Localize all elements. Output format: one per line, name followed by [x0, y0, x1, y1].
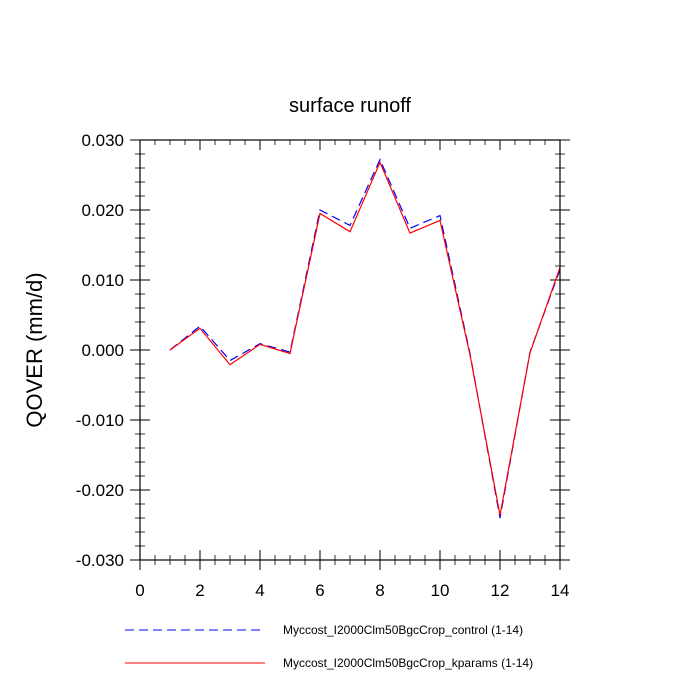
y-tick-label: 0.020: [81, 201, 124, 220]
legend-label: Myccost_I2000Clm50BgcCrop_kparams (1-14): [283, 656, 533, 670]
y-axis-label: QOVER (mm/d): [22, 272, 47, 427]
chart-title: surface runoff: [289, 95, 411, 117]
x-tick-label: 0: [135, 581, 144, 600]
y-tick-label: 0.000: [81, 341, 124, 360]
x-tick-label: 10: [431, 581, 450, 600]
series-lines: [169, 158, 561, 519]
axis-ticks: [130, 139, 570, 570]
plot-frame: [139, 139, 561, 561]
x-tick-label: 14: [551, 581, 570, 600]
x-tick-label: 12: [491, 581, 510, 600]
x-tick-label: 6: [315, 581, 324, 600]
legend: Myccost_I2000Clm50BgcCrop_control (1-14)…: [125, 623, 533, 670]
axis-tick-labels: 0 2 4 6 8 10 12 14 -0.030 -0.020 -0.010 0.000 0.010 0…: [76, 131, 570, 600]
y-tick-label: -0.010: [76, 411, 124, 430]
y-tick-label: 0.010: [81, 271, 124, 290]
series-line-kparams: [169, 160, 561, 516]
y-tick-label: 0.030: [81, 131, 124, 150]
x-tick-label: 2: [195, 581, 204, 600]
series-line-control: [169, 158, 561, 519]
y-tick-label: -0.020: [76, 481, 124, 500]
x-tick-label: 8: [375, 581, 384, 600]
x-tick-label: 4: [255, 581, 264, 600]
y-tick-label: -0.030: [76, 551, 124, 570]
legend-label: Myccost_I2000Clm50BgcCrop_control (1-14): [283, 623, 523, 637]
